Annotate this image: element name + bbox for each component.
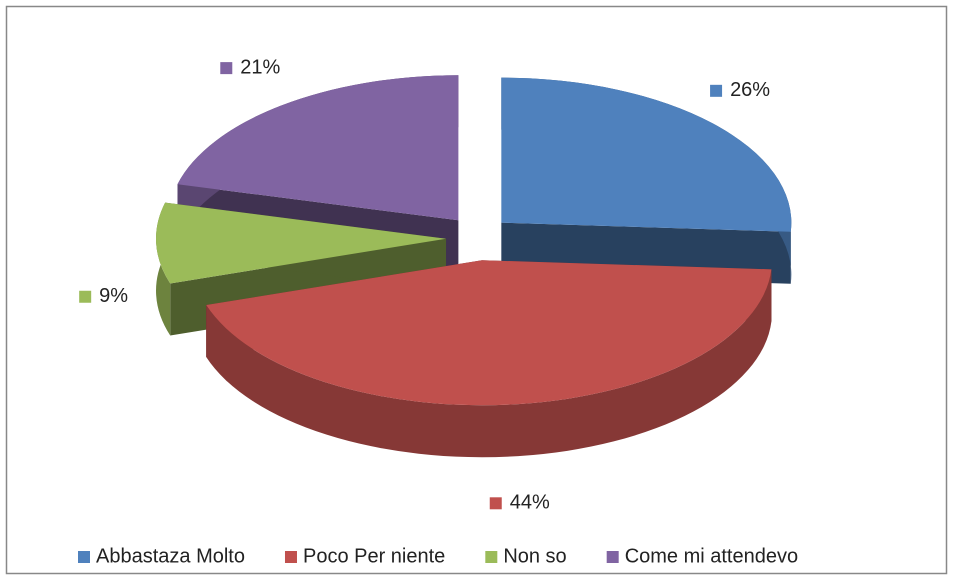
label-marker [489,497,502,510]
slice [156,202,447,284]
legend-label: Abbastaza Molto [96,545,245,567]
data-label: 44% [510,492,550,514]
slice [501,77,792,232]
legend-marker [485,551,498,563]
legend-marker [78,551,90,563]
slice-wall [206,269,772,458]
data-label: 26% [730,79,770,101]
data-label: 9% [99,285,128,307]
slice [206,260,772,406]
data-label: 21% [240,56,280,78]
slice-group [206,260,772,458]
legend-label: Non so [503,545,566,567]
legend-label: Poco Per niente [303,545,445,567]
label-marker [79,290,92,303]
legend-marker [606,551,619,563]
slice [177,75,459,221]
label-marker [220,62,233,75]
legend-marker [284,551,297,563]
label-marker [710,84,723,97]
legend-label: Come mi attendevo [625,545,798,567]
